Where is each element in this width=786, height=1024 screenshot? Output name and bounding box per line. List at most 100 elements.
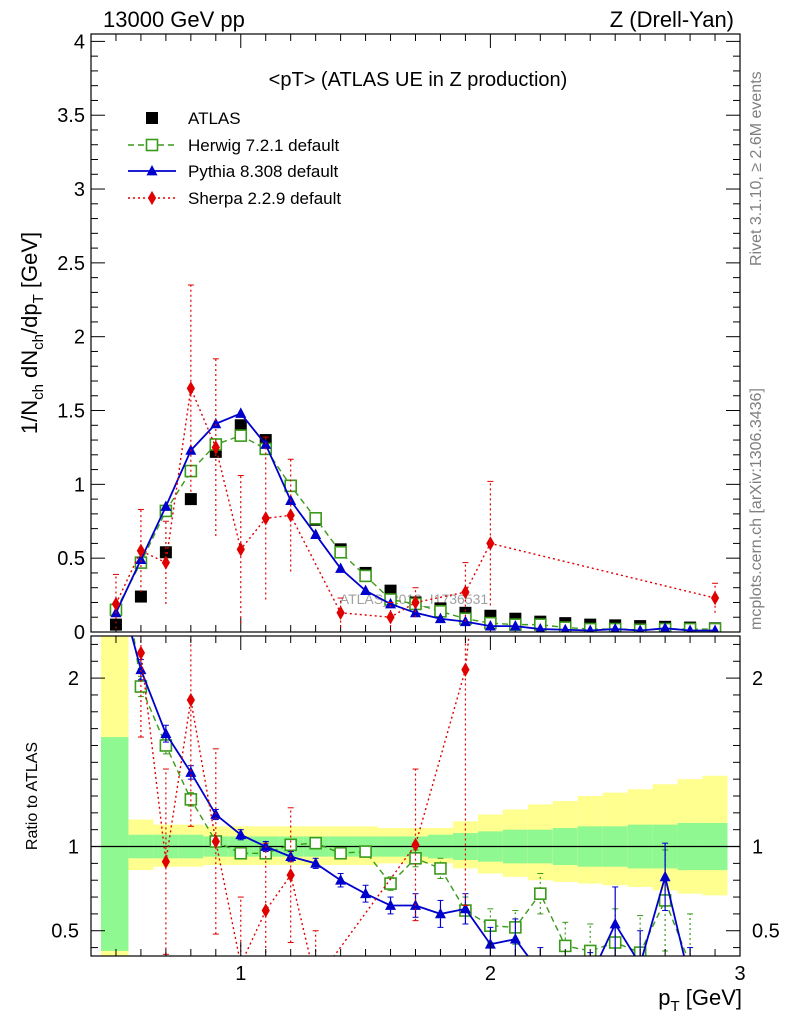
data-point: [135, 553, 147, 565]
ratio-y-axis-label: Ratio to ATLAS: [24, 742, 41, 850]
data-point: [411, 837, 420, 852]
legend-item-pythia-8-308-default: Pythia 8.308 default: [128, 162, 339, 181]
data-point: [659, 622, 671, 632]
data-point: [109, 618, 122, 631]
data-point: [185, 444, 197, 455]
data-point: [309, 512, 322, 525]
data-point: [110, 504, 121, 515]
ratio-series-layer: [110, 418, 694, 988]
ratio-y-tick-labels: 0.5 0.5 1 1 2 2: [51, 668, 780, 943]
main-y-axis-label: 1/Nch dNch/dpT [GeV]: [17, 232, 47, 434]
data-point: [610, 622, 620, 632]
series-line: [140, 636, 470, 956]
data-point: [235, 407, 247, 418]
data-point: [211, 834, 220, 849]
data-point: [486, 418, 494, 432]
data-point: [160, 727, 172, 739]
data-point: [186, 692, 195, 708]
data-point: [359, 845, 372, 858]
x-tick-labels: 1 2 3: [235, 963, 745, 985]
data-point: [135, 663, 147, 675]
ratio-series-sherpa-2-2-9-default: [136, 418, 494, 988]
chart-title: <pT> (ATLAS UE in Z production): [269, 69, 568, 91]
data-point: [560, 975, 571, 985]
data-point: [434, 907, 446, 919]
data-point: [134, 590, 147, 603]
data-point: [336, 605, 345, 620]
data-point: [484, 620, 496, 631]
chart-title-text: <pT> (ATLAS UE in Z production): [269, 69, 568, 91]
series-line: [115, 385, 716, 618]
data-point: [184, 493, 197, 506]
legend-item-sherpa-2-2-9-default: Sherpa 2.2.9 default: [128, 189, 341, 208]
data-point: [310, 528, 322, 539]
data-point: [360, 584, 372, 596]
legend-label: Herwig 7.2.1 default: [188, 136, 339, 155]
data-point: [461, 584, 470, 600]
legend-marker: [147, 190, 157, 206]
ratio-y-tick-label-right: 2: [752, 668, 763, 690]
data-point: [411, 595, 420, 610]
band-inner-segment: [100, 737, 129, 951]
data-point: [312, 974, 320, 988]
main-panel: 0 0.5 1 1.5 2 2.5 3 3.5 4 1/Nch dNch/dpT [GeV] <…: [17, 31, 741, 644]
x-axis-label: pT [GeV]: [658, 985, 742, 1015]
data-point: [286, 508, 295, 523]
data-point: [585, 972, 596, 982]
data-point: [261, 903, 270, 918]
x-tick-label: 3: [734, 963, 745, 985]
data-point: [335, 874, 347, 885]
main-y-tick-label: 3: [74, 179, 85, 201]
data-point: [309, 836, 322, 850]
data-point: [110, 571, 121, 581]
data-point: [111, 596, 121, 612]
data-point: [659, 870, 671, 882]
series-line: [130, 636, 685, 956]
data-point: [284, 838, 297, 852]
main-series-sherpa-2-2-9-default: [111, 284, 720, 632]
ratio-y-tick-label-left: 0.5: [51, 921, 79, 943]
data-point: [386, 610, 395, 625]
data-point: [385, 899, 397, 910]
rivet-note: Rivet 3.1.10, ≥ 2.6M events: [748, 71, 765, 266]
ratio-frame: [90, 635, 741, 957]
main-y-tick-label: 0.5: [57, 548, 85, 570]
main-series-layer: [109, 284, 722, 632]
main-y-tick-label: 4: [74, 31, 85, 53]
legend-label: Sherpa 2.2.9 default: [188, 189, 341, 208]
main-y-tick-label: 2: [74, 327, 85, 349]
data-point: [136, 543, 146, 558]
data-point: [335, 562, 347, 573]
series-line: [133, 636, 688, 956]
data-point: [334, 846, 347, 860]
main-y-tick-label: 0: [74, 622, 85, 644]
data-point: [234, 419, 247, 432]
data-point: [161, 555, 171, 570]
data-point: [509, 933, 521, 944]
main-y-tick-label: 1: [74, 474, 85, 496]
main-frame: [90, 33, 741, 633]
data-point: [334, 545, 347, 559]
data-point: [384, 877, 397, 890]
x-tick-label: 2: [485, 963, 496, 985]
main-y-tick-label: 1.5: [57, 401, 85, 423]
ratio-series-herwig-7-2-1-default: [110, 504, 694, 956]
data-point: [461, 662, 470, 677]
ratio-panel: 0.5 0.5 1 1 2 2 1 2 3 Ratio to ATLAS pT [GeV]: [24, 418, 780, 1015]
legend-item-atlas: ATLAS: [146, 109, 241, 128]
data-point: [434, 612, 446, 624]
data-point: [286, 868, 295, 883]
data-point: [560, 623, 570, 632]
data-point: [236, 542, 245, 557]
data-point: [486, 536, 495, 551]
data-point: [635, 958, 646, 968]
data-point: [210, 417, 222, 429]
ratio-y-tick-label-left: 1: [68, 837, 79, 859]
ratio-y-tick-label-right: 1: [752, 837, 763, 859]
data-point: [459, 902, 471, 914]
data-point: [534, 887, 547, 900]
ratio-y-tick-label-right: 0.5: [752, 921, 780, 943]
data-point: [186, 381, 195, 396]
x-tick-label: 1: [235, 963, 246, 985]
